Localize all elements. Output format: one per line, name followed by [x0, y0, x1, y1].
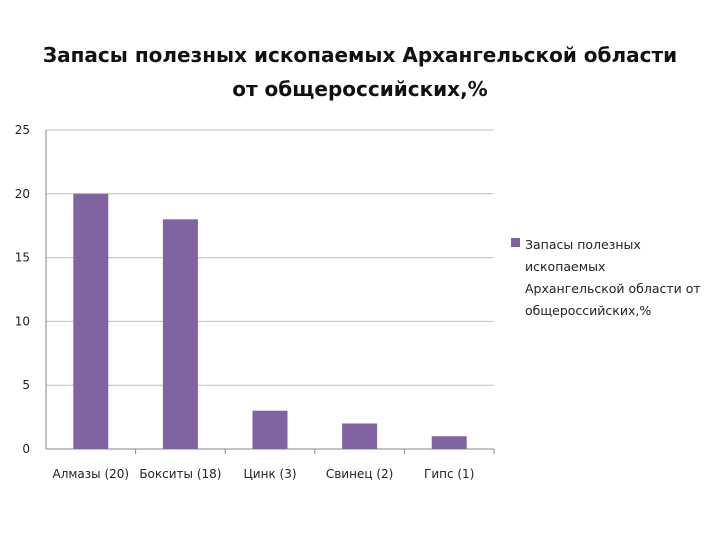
bar [431, 436, 467, 449]
x-tick-label: Бокситы (18) [139, 467, 221, 481]
x-tick-label: Алмазы (20) [53, 467, 130, 481]
x-tick-label: Гипс (1) [424, 467, 474, 481]
legend-label: Запасы полезных ископаемых Архангельской… [525, 237, 701, 318]
y-tick-label: 0 [22, 442, 30, 456]
x-tick-label: Цинк (3) [243, 467, 296, 481]
y-tick-label: 5 [22, 378, 30, 392]
bar [162, 219, 198, 449]
y-tick-label: 20 [15, 187, 30, 201]
legend-swatch [511, 238, 520, 247]
y-tick-label: 10 [15, 314, 30, 328]
bar [342, 423, 378, 449]
y-tick-label: 25 [15, 123, 30, 137]
bar [252, 410, 288, 449]
y-tick-label: 15 [15, 251, 30, 265]
bar [73, 193, 109, 449]
x-tick-label: Свинец (2) [326, 467, 393, 481]
chart-title: Запасы полезных ископаемых Архангельской… [42, 43, 678, 101]
